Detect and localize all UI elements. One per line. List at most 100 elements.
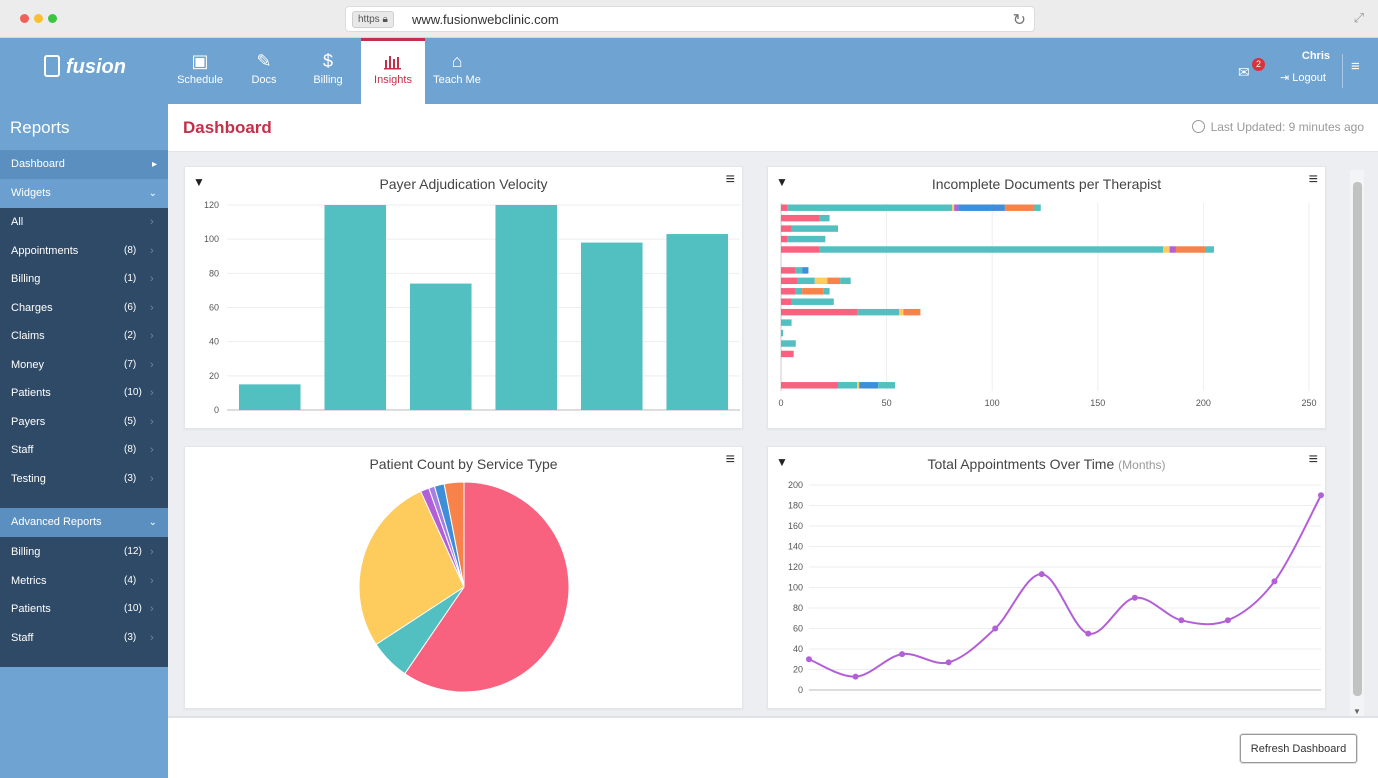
bar-segment bbox=[802, 288, 824, 295]
card-menu-icon[interactable]: ≡ bbox=[725, 451, 735, 468]
sidebar-widget-all[interactable]: All › bbox=[0, 208, 168, 236]
data-point bbox=[1224, 617, 1231, 624]
chevron-right-icon: ▸ bbox=[151, 159, 157, 170]
bar-segment bbox=[814, 277, 828, 285]
bar-segment bbox=[1004, 204, 1035, 211]
pencil-icon: ✎ bbox=[256, 51, 272, 71]
fullscreen-icon[interactable]: ⤢ bbox=[1353, 10, 1364, 25]
sidebar-group-advanced-reports[interactable]: Advanced Reports ⌄ bbox=[0, 508, 168, 537]
zoom-window-dot[interactable] bbox=[48, 14, 57, 23]
bar-segment bbox=[823, 288, 830, 295]
bar-segment bbox=[787, 235, 826, 243]
nav-tab-schedule[interactable]: ▣ Schedule bbox=[168, 38, 232, 104]
sidebar-widget-billing[interactable]: Billing (1) › bbox=[0, 265, 168, 293]
sidebar-advanced-staff[interactable]: Staff (3) › bbox=[0, 624, 168, 652]
sidebar-item-label: Billing bbox=[11, 546, 41, 558]
sidebar-advanced-metrics[interactable]: Metrics (4) › bbox=[0, 567, 168, 595]
hamburger-menu-icon[interactable]: ≡ bbox=[1351, 58, 1360, 75]
logo-mark-icon bbox=[44, 55, 60, 77]
y-tick-label: 0 bbox=[214, 405, 219, 415]
bar bbox=[324, 205, 387, 410]
chevron-right-icon: › bbox=[150, 472, 154, 485]
y-tick-label: 60 bbox=[793, 624, 803, 634]
sidebar-item-dashboard[interactable]: Dashboard ▸ bbox=[0, 150, 168, 179]
bar-segment bbox=[819, 214, 830, 222]
fusion-logo[interactable]: fusion bbox=[44, 55, 126, 79]
x-tick-label: 200 bbox=[1196, 398, 1211, 408]
chevron-right-icon: › bbox=[150, 415, 154, 428]
scroll-down-icon[interactable]: ▼ bbox=[1353, 707, 1361, 716]
bar-segment bbox=[1163, 246, 1170, 253]
data-point bbox=[1178, 617, 1185, 624]
refresh-dashboard-button[interactable]: Refresh Dashboard bbox=[1240, 734, 1357, 763]
sidebar-item-label: Metrics bbox=[11, 574, 47, 587]
bar-segment bbox=[781, 214, 820, 222]
sidebar-item-count: (4) bbox=[124, 574, 137, 586]
chart-subtitle: (Months) bbox=[1118, 458, 1166, 472]
sidebar-widget-testing[interactable]: Testing (3) › bbox=[0, 465, 168, 493]
sidebar-item-count: (12) bbox=[124, 546, 142, 557]
sidebar-item-count: (10) bbox=[124, 387, 142, 398]
filter-icon[interactable]: ▼ bbox=[776, 175, 788, 189]
chevron-right-icon: › bbox=[150, 216, 154, 228]
pie-slice bbox=[404, 481, 570, 693]
logout-icon: ⇥ bbox=[1280, 72, 1290, 84]
scroll-thumb[interactable] bbox=[1353, 182, 1362, 696]
nav-tab-docs[interactable]: ✎ Docs bbox=[232, 38, 296, 104]
sidebar-widget-appointments[interactable]: Appointments (8) › bbox=[0, 237, 168, 265]
sidebar-widget-patients[interactable]: Patients (10) › bbox=[0, 379, 168, 407]
chevron-right-icon: › bbox=[150, 330, 154, 342]
sidebar-item-count: (5) bbox=[124, 415, 137, 427]
address-bar[interactable]: https 🔒︎ www.fusionwebclinic.com ↻ bbox=[345, 6, 1035, 32]
dashboard-scrollbar[interactable]: ▼ bbox=[1350, 170, 1364, 716]
nav-tab-teach-me[interactable]: ⌂ Teach Me bbox=[425, 38, 489, 104]
minimize-window-dot[interactable] bbox=[34, 14, 43, 23]
bar-segment bbox=[781, 235, 788, 243]
bar-segment bbox=[859, 382, 879, 389]
close-window-dot[interactable] bbox=[20, 14, 29, 23]
bar-segment bbox=[795, 288, 803, 295]
y-tick-label: 160 bbox=[788, 521, 803, 531]
sidebar-item-count: (8) bbox=[124, 244, 137, 256]
graduation-cap-icon: ⌂ bbox=[451, 51, 463, 71]
sidebar-group-widgets[interactable]: Widgets ⌄ bbox=[0, 179, 168, 208]
sidebar-advanced-billing[interactable]: Billing (12) › bbox=[0, 538, 168, 566]
bar bbox=[580, 242, 643, 410]
sidebar-widget-staff[interactable]: Staff (8) › bbox=[0, 436, 168, 464]
mail-icon[interactable]: ✉ bbox=[1238, 64, 1250, 80]
sidebar-widget-payers[interactable]: Payers (5) › bbox=[0, 408, 168, 436]
bar-segment bbox=[781, 277, 798, 285]
card-menu-icon[interactable]: ≡ bbox=[725, 171, 735, 188]
sidebar-item-label: Appointments bbox=[11, 244, 79, 257]
sidebar-widget-money[interactable]: Money (7) › bbox=[0, 351, 168, 379]
data-point bbox=[1131, 594, 1138, 601]
y-tick-label: 120 bbox=[788, 562, 803, 572]
bar-segment bbox=[795, 267, 803, 274]
sidebar-widget-charges[interactable]: Charges (6) › bbox=[0, 294, 168, 322]
bar-segment bbox=[857, 382, 860, 389]
filter-icon[interactable]: ▼ bbox=[193, 175, 205, 189]
bar-segment bbox=[781, 329, 784, 337]
bar-segment bbox=[819, 246, 1164, 253]
nav-tab-insights[interactable]: Insights bbox=[361, 38, 425, 104]
x-tick-label: 0 bbox=[778, 398, 783, 408]
sidebar-advanced-patients[interactable]: Patients (10) › bbox=[0, 595, 168, 623]
sidebar-item-count: (6) bbox=[124, 301, 137, 313]
y-tick-label: 0 bbox=[798, 685, 803, 695]
url-text[interactable]: www.fusionwebclinic.com bbox=[412, 12, 559, 27]
chevron-right-icon: › bbox=[150, 273, 154, 285]
x-tick-label: 100 bbox=[985, 398, 1000, 408]
logout-link[interactable]: ⇥ Logout bbox=[1280, 72, 1326, 84]
filter-icon[interactable]: ▼ bbox=[776, 455, 788, 469]
bar-segment bbox=[840, 277, 851, 285]
nav-tab-billing[interactable]: $ Billing bbox=[296, 38, 360, 104]
chart-title: Payer Adjudication Velocity bbox=[379, 176, 548, 192]
sidebar-item-label: Testing bbox=[11, 472, 46, 485]
data-point bbox=[1318, 492, 1324, 499]
sidebar-widget-claims[interactable]: Claims (2) › bbox=[0, 322, 168, 350]
menu-divider bbox=[1342, 54, 1343, 88]
y-tick-label: 40 bbox=[793, 644, 803, 654]
card-menu-icon[interactable]: ≡ bbox=[1308, 171, 1318, 188]
card-menu-icon[interactable]: ≡ bbox=[1308, 451, 1318, 468]
reload-icon[interactable]: ↻ bbox=[1012, 12, 1026, 29]
